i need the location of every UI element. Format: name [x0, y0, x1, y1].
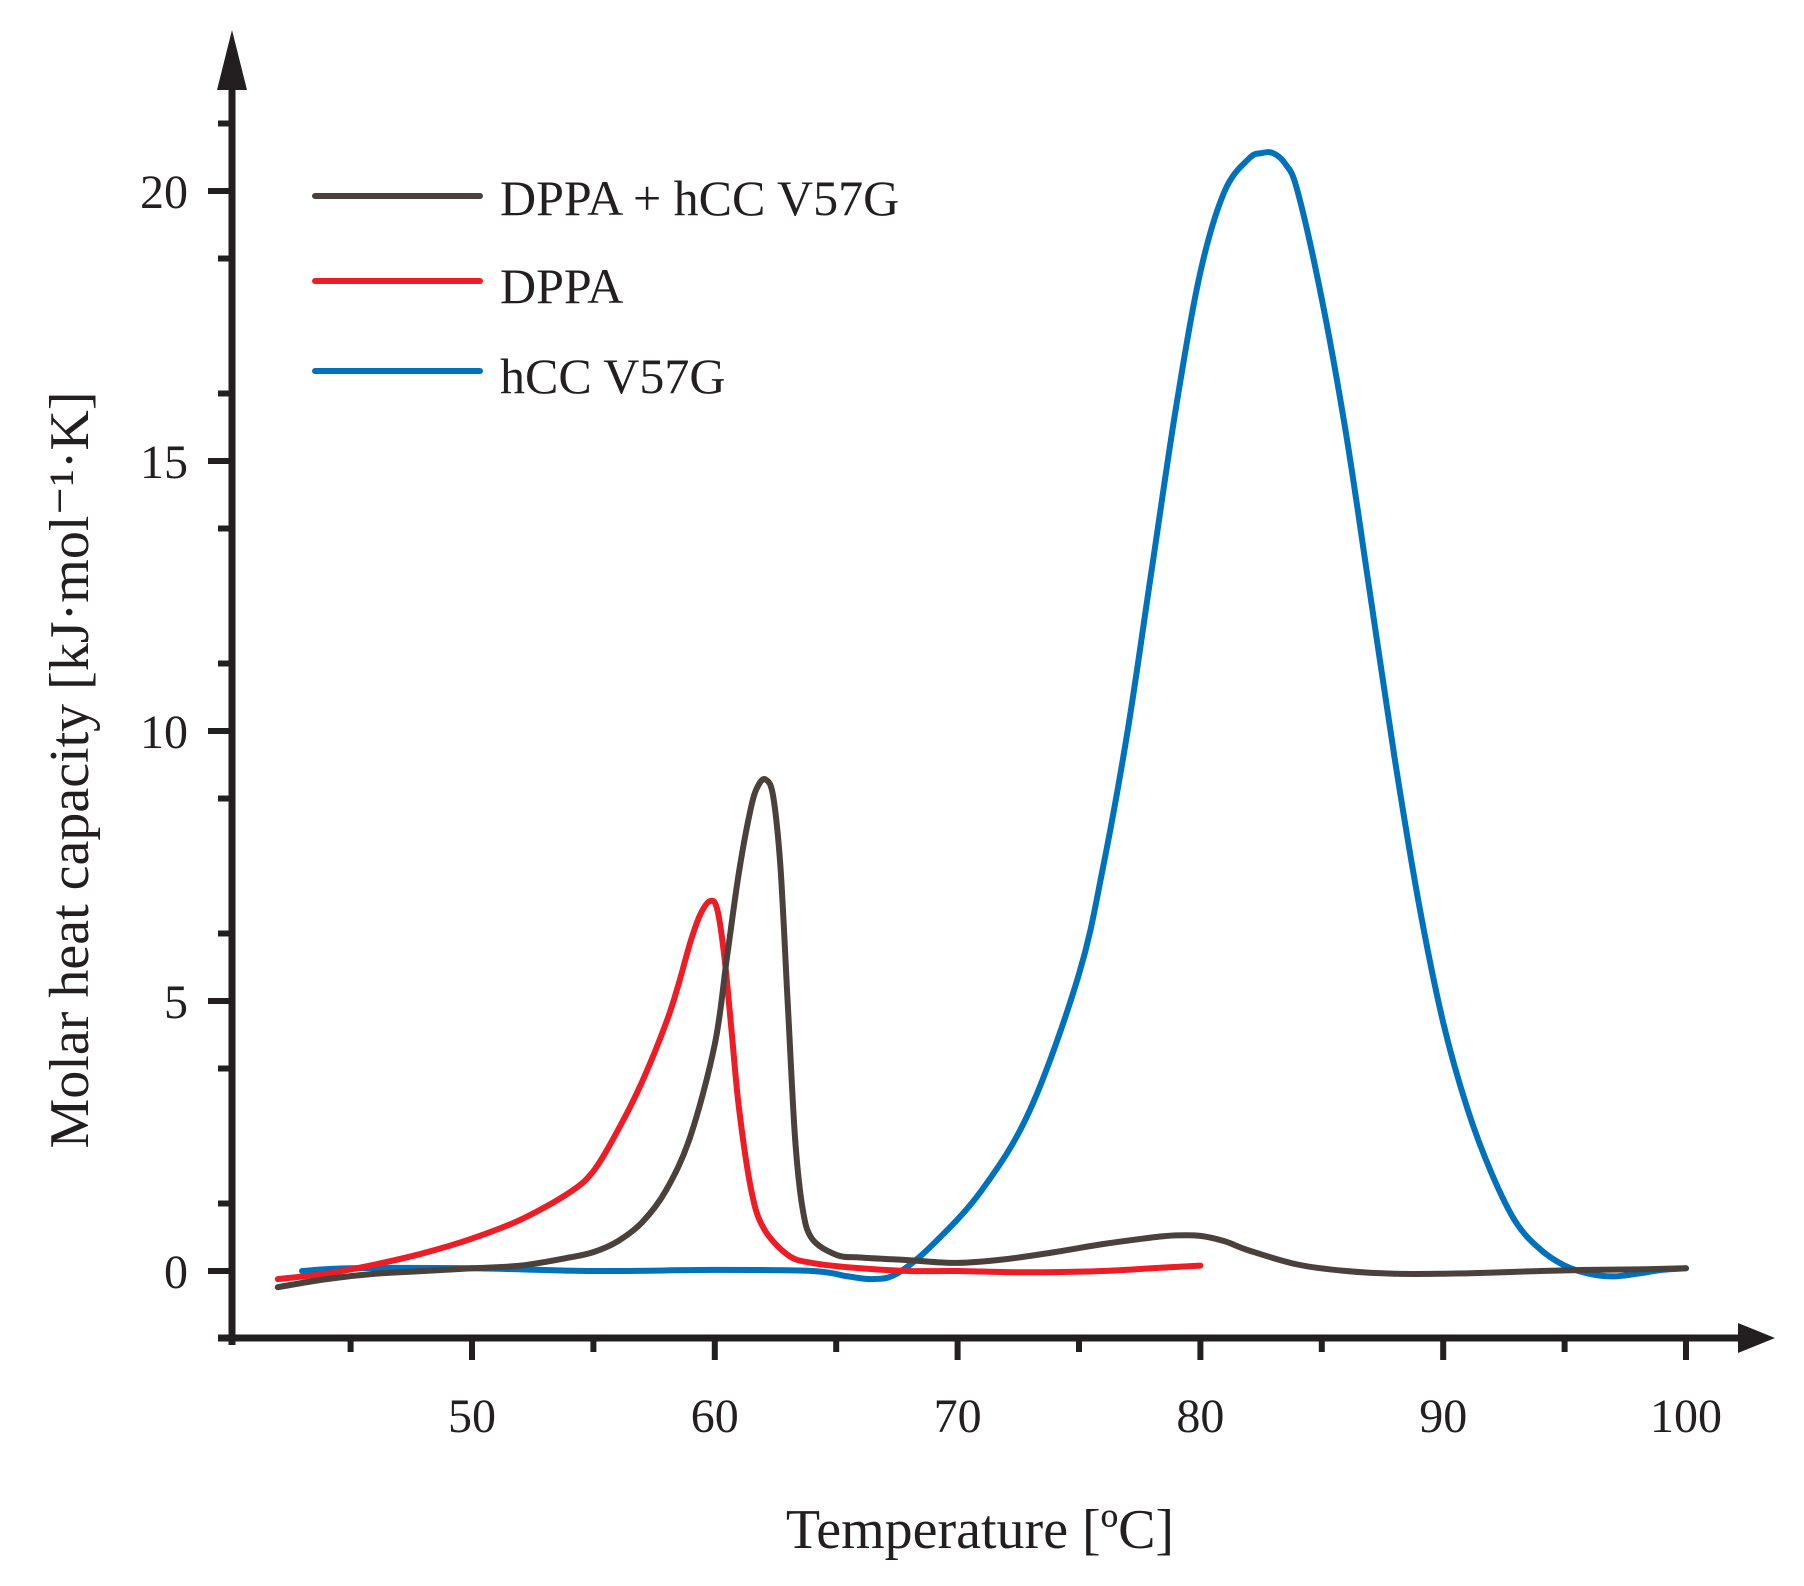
x-tick-label: 60 — [691, 1390, 739, 1443]
y-axis-arrow — [217, 30, 247, 90]
legend-label-dppa: DPPA — [500, 258, 623, 314]
series-line-dppa — [274, 897, 1204, 1283]
y-tick-label: 0 — [164, 1246, 188, 1299]
legend-label-hcc: hCC V57G — [500, 348, 726, 404]
ticks: 50 60 70 80 90 100 0 5 10 15 20 — [140, 120, 1722, 1443]
series-line-dppa-hcc — [274, 776, 1689, 1291]
y-axis-title: Molar heat capacity [kJ·mol⁻¹·K] — [39, 392, 101, 1149]
y-tick-label: 15 — [140, 436, 188, 489]
x-axis-arrow — [1738, 1323, 1775, 1353]
legend: DPPA + hCC V57G DPPA hCC V57G — [312, 170, 899, 404]
x-tick-label: 50 — [448, 1390, 496, 1443]
x-tick-label: 80 — [1176, 1390, 1224, 1443]
y-tick-label: 20 — [140, 166, 188, 219]
y-tick-label: 10 — [140, 706, 188, 759]
x-tick-label: 70 — [934, 1390, 982, 1443]
x-tick-label: 100 — [1650, 1390, 1722, 1443]
series-line-hcc — [299, 149, 1689, 1283]
x-tick-label: 90 — [1419, 1390, 1467, 1443]
x-axis-title: Temperature [ºC] — [786, 1499, 1174, 1561]
series — [274, 149, 1689, 1291]
y-tick-label: 5 — [164, 976, 188, 1029]
axes — [217, 30, 1775, 1353]
legend-label-dppa-hcc: DPPA + hCC V57G — [500, 170, 899, 226]
